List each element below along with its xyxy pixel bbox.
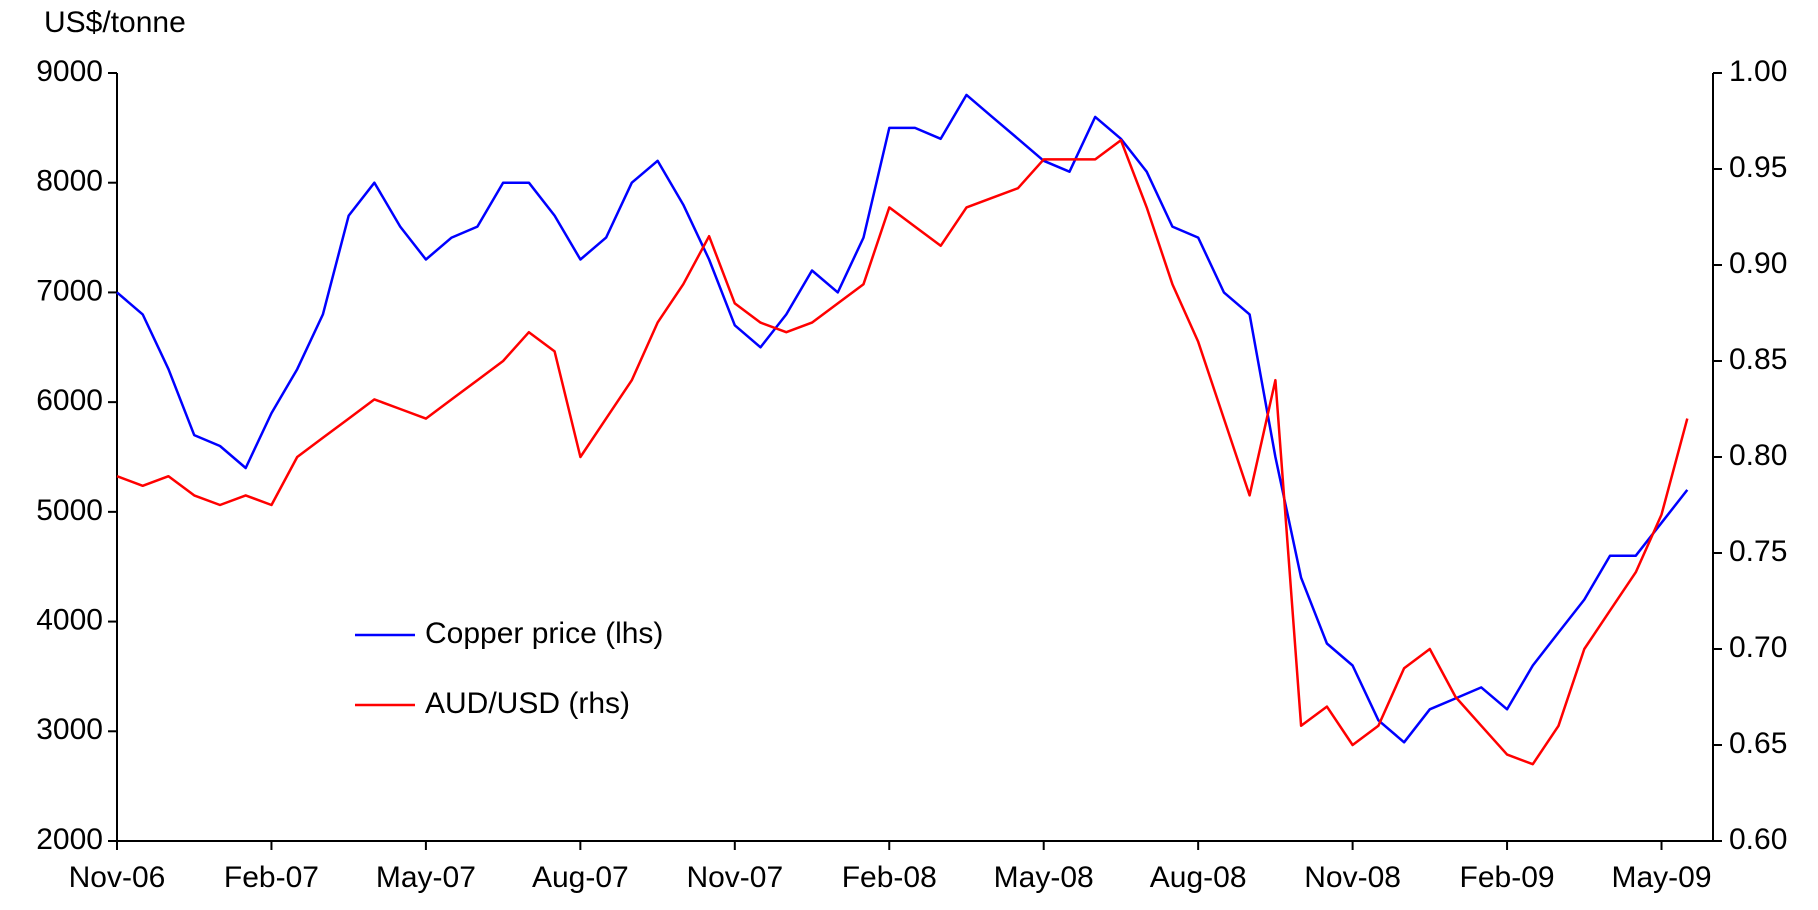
x-tick-label: Nov-07 — [686, 861, 783, 894]
y2-tick-label: 0.85 — [1729, 343, 1787, 376]
y-tick-label: 8000 — [36, 165, 103, 198]
y2-tick-label: 0.90 — [1729, 247, 1787, 280]
y2-tick-label: 0.75 — [1729, 535, 1787, 568]
x-tick-label: May-08 — [994, 861, 1094, 894]
x-tick-label: Feb-07 — [224, 861, 319, 894]
x-tick-label: Aug-08 — [1150, 861, 1247, 894]
legend-label: AUD/USD (rhs) — [425, 687, 630, 720]
y-tick-label: 6000 — [36, 384, 103, 417]
x-tick-label: Nov-06 — [69, 861, 166, 894]
x-tick-label: May-09 — [1611, 861, 1711, 894]
x-tick-label: May-07 — [376, 861, 476, 894]
y2-tick-label: 0.70 — [1729, 631, 1787, 664]
legend-label: Copper price (lhs) — [425, 617, 663, 650]
y-tick-label: 5000 — [36, 494, 103, 527]
y-tick-label: 7000 — [36, 274, 103, 307]
y2-tick-label: 0.60 — [1729, 823, 1787, 856]
series-line — [116, 138, 1689, 766]
y2-tick-label: 1.00 — [1729, 55, 1787, 88]
x-tick-label: Feb-09 — [1460, 861, 1555, 894]
series-line — [116, 93, 1689, 744]
y-tick-label: 3000 — [36, 713, 103, 746]
x-tick-label: Aug-07 — [532, 861, 629, 894]
y-tick-label: 2000 — [36, 823, 103, 856]
y2-tick-label: 0.95 — [1729, 151, 1787, 184]
y2-tick-label: 0.65 — [1729, 727, 1787, 760]
y-tick-label: 4000 — [36, 603, 103, 636]
y-axis-label: US$/tonne — [44, 6, 186, 39]
y2-tick-label: 0.80 — [1729, 439, 1787, 472]
x-tick-label: Nov-08 — [1304, 861, 1401, 894]
x-tick-label: Feb-08 — [842, 861, 937, 894]
y-tick-label: 9000 — [36, 55, 103, 88]
